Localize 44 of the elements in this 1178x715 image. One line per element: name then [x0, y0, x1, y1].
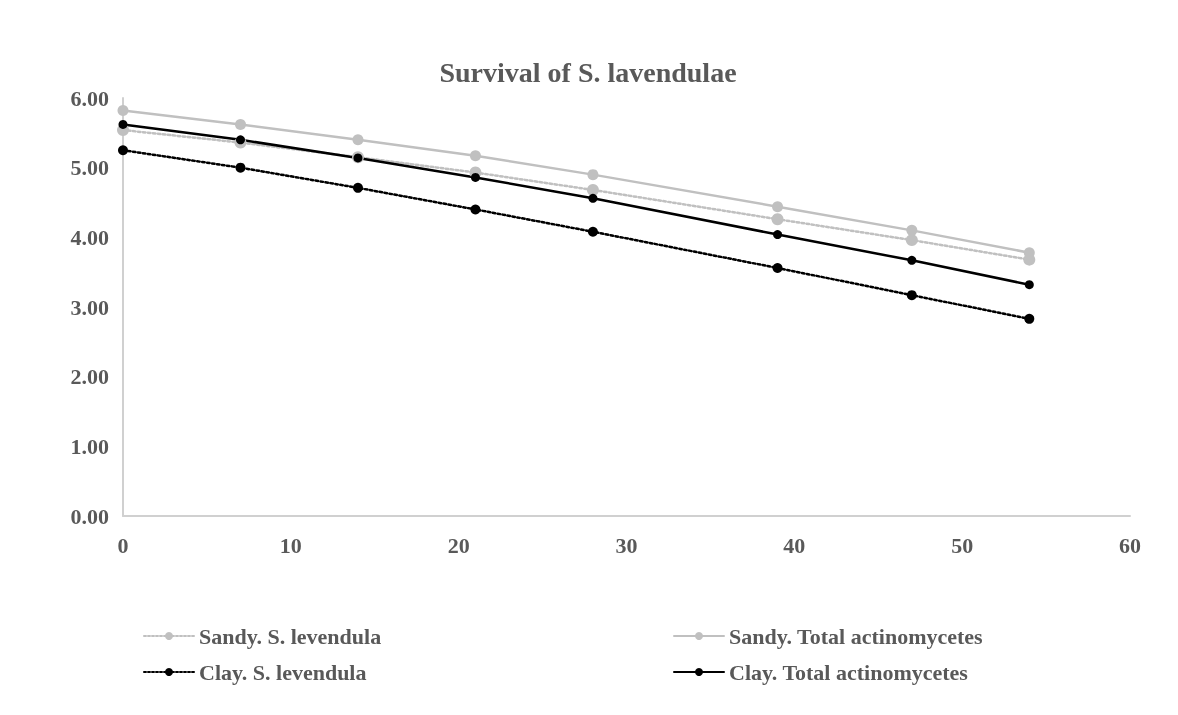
- point: [588, 193, 598, 203]
- legend-label: Sandy. S. levendula: [199, 623, 382, 649]
- x-tick-label: 40: [783, 532, 806, 558]
- point: [235, 135, 245, 145]
- x-tick-label: 50: [951, 532, 974, 558]
- point: [118, 119, 128, 129]
- x-tick-label: 20: [447, 532, 470, 558]
- point: [906, 290, 917, 301]
- x-tick-label: 0: [117, 532, 129, 558]
- point: [773, 230, 783, 240]
- point: [352, 182, 363, 193]
- y-tick-label: 5.00: [70, 155, 109, 181]
- x-tick-label: 30: [615, 532, 638, 558]
- point: [907, 255, 917, 265]
- point: [470, 172, 480, 182]
- point: [1024, 280, 1034, 290]
- point: [118, 145, 128, 156]
- point: [587, 226, 598, 237]
- point: [1024, 313, 1035, 324]
- point: [352, 134, 364, 146]
- y-tick-label: 1.00: [70, 433, 109, 459]
- point: [906, 224, 918, 236]
- y-tick-label: 3.00: [70, 294, 109, 320]
- chart-title: Survival of S. lavendulae: [439, 56, 737, 88]
- y-tick-label: 2.00: [70, 364, 109, 390]
- legend-label: Clay. S. levendula: [199, 659, 367, 685]
- point: [234, 118, 246, 130]
- point: [587, 169, 599, 181]
- point: [235, 162, 246, 173]
- point: [772, 262, 783, 273]
- point: [905, 234, 918, 247]
- legend-label: Clay. Total actinomycetes: [729, 659, 969, 685]
- legend-label: Sandy. Total actinomycetes: [729, 623, 984, 649]
- point: [772, 201, 784, 213]
- y-tick-label: 0.00: [70, 503, 109, 529]
- point: [586, 183, 599, 196]
- point: [470, 204, 481, 215]
- y-tick-label: 6.00: [70, 85, 109, 111]
- x-tick-label: 10: [279, 532, 302, 558]
- point: [771, 213, 784, 226]
- x-tick-label: 60: [1119, 532, 1141, 558]
- point: [469, 150, 481, 162]
- y-tick-label: 4.00: [70, 224, 109, 250]
- point: [117, 105, 129, 117]
